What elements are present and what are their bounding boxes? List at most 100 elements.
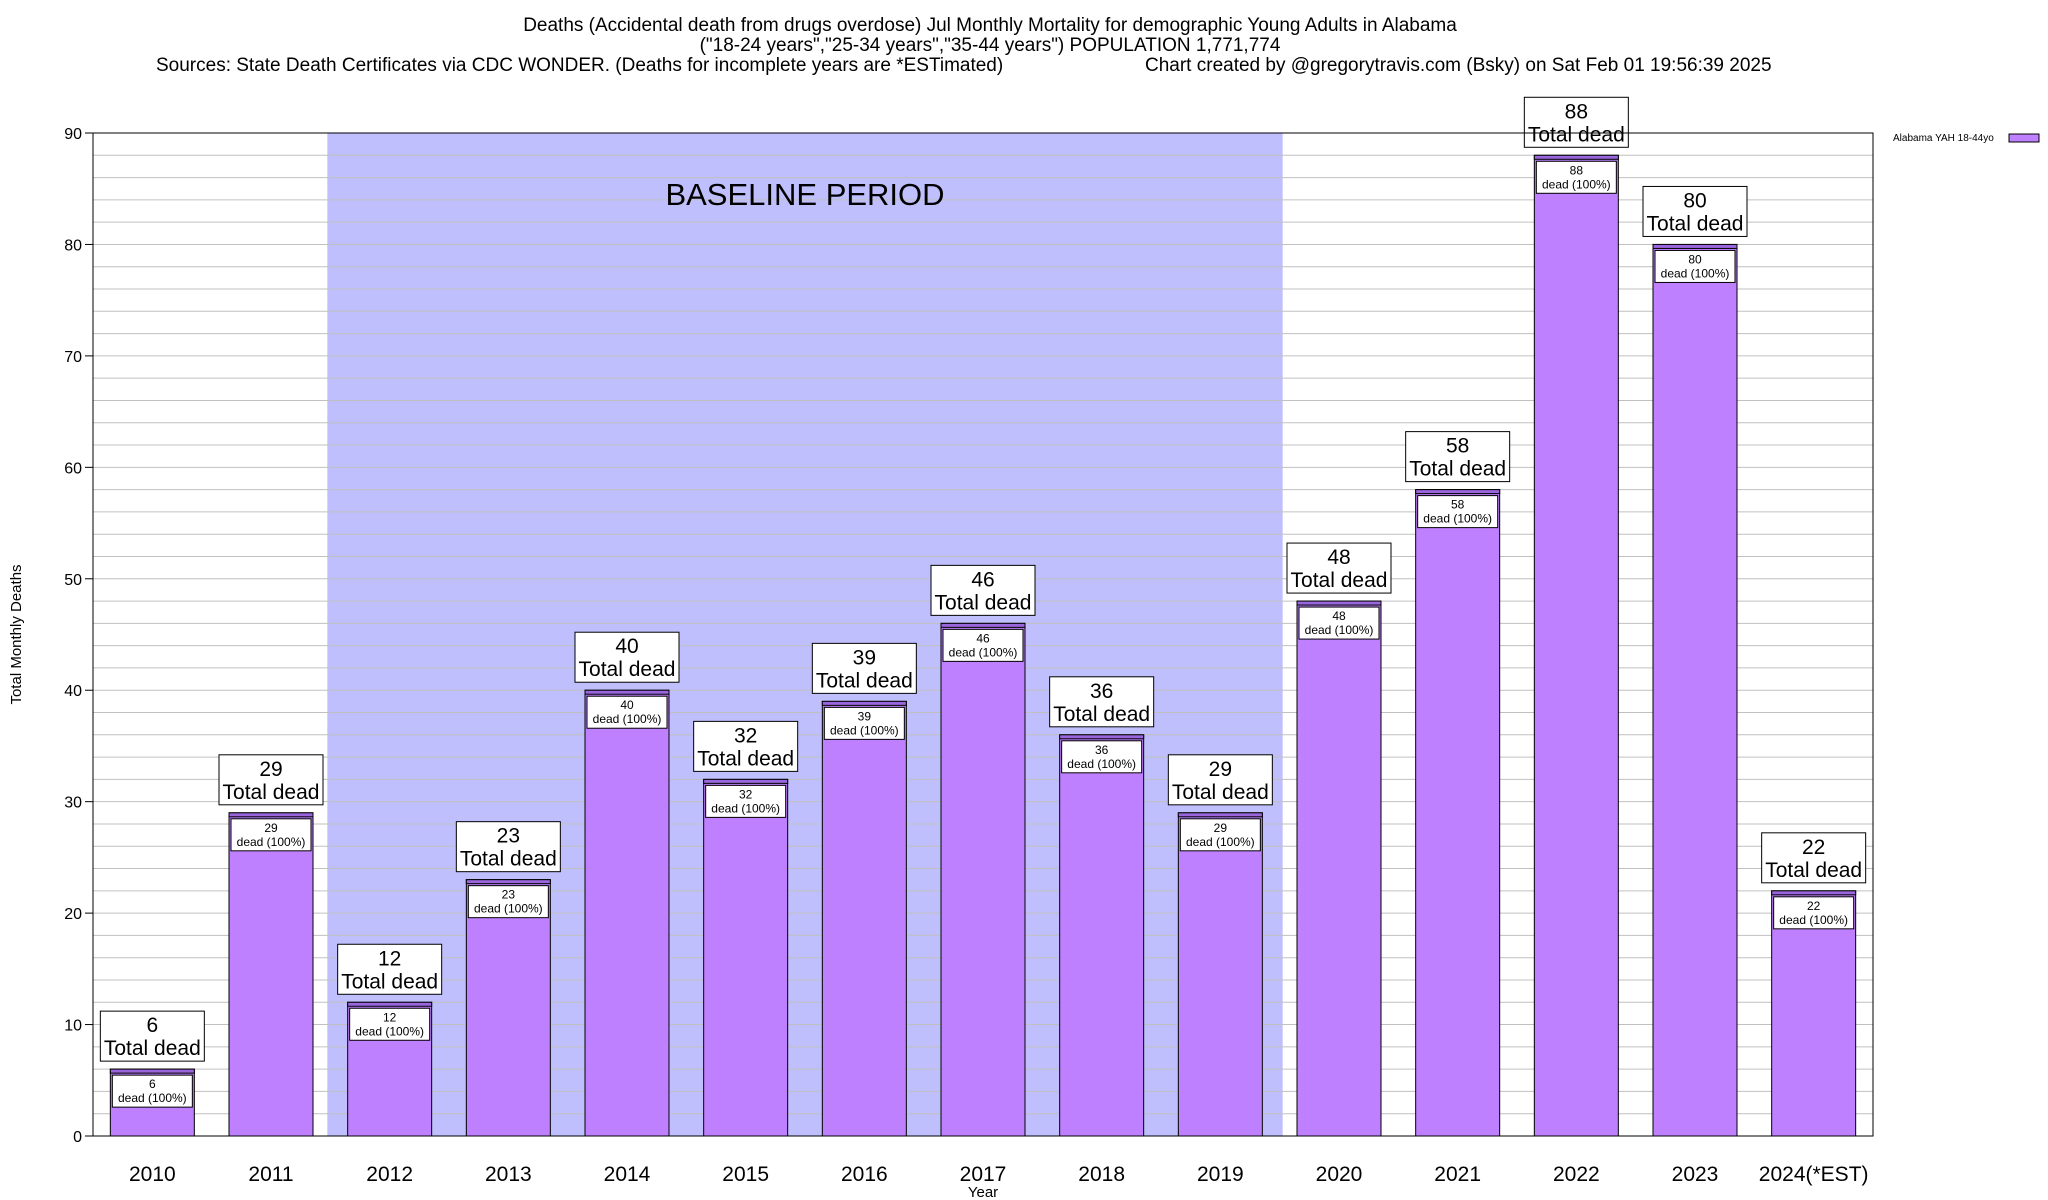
bar xyxy=(1652,243,1738,1137)
total-label-value: 36 xyxy=(1090,680,1113,703)
bar-top-segment xyxy=(1296,600,1382,606)
y-tick-label: 70 xyxy=(64,349,82,366)
total-label-box xyxy=(337,943,443,995)
x-tick-label: 2023 xyxy=(1672,1163,1719,1186)
bar-top-segment xyxy=(1652,243,1738,249)
bar-top-segment xyxy=(940,622,1026,628)
bar xyxy=(1177,812,1263,1137)
y-tick-label: 40 xyxy=(64,683,82,700)
inner-label-text: dead (100%) xyxy=(1779,913,1848,927)
total-label-box xyxy=(811,642,917,694)
chart-credit: Chart created by @gregorytravis.com (Bsk… xyxy=(1145,55,1772,76)
total-label-text: Total dead xyxy=(1409,458,1506,481)
total-label-box xyxy=(455,821,561,873)
x-tick-label: 2010 xyxy=(129,1163,176,1186)
inner-label-value: 32 xyxy=(739,787,753,801)
total-label-box xyxy=(1286,542,1392,594)
chart-sources: Sources: State Death Certificates via CD… xyxy=(156,55,1003,76)
total-label-text: Total dead xyxy=(1291,569,1388,592)
x-tick-label: 2021 xyxy=(1434,1163,1481,1186)
y-tick-label: 80 xyxy=(64,237,82,254)
total-label-text: Total dead xyxy=(1765,859,1862,882)
inner-label-value: 22 xyxy=(1807,899,1821,913)
total-label-text: Total dead xyxy=(223,781,320,804)
bar xyxy=(1059,734,1145,1137)
bar-top-segment xyxy=(1533,154,1619,160)
bar-top-segment xyxy=(465,879,551,885)
bar xyxy=(584,689,670,1137)
inner-label-text: dead (100%) xyxy=(593,712,662,726)
bar xyxy=(1415,489,1501,1137)
y-tick-label: 20 xyxy=(64,906,82,923)
chart-title: Deaths (Accidental death from drugs over… xyxy=(523,15,1457,36)
inner-label-value: 39 xyxy=(858,709,872,723)
x-tick-label: 2015 xyxy=(722,1163,769,1186)
inner-label-text: dead (100%) xyxy=(237,835,306,849)
total-label-value: 40 xyxy=(615,635,638,658)
total-label-value: 39 xyxy=(853,646,876,669)
plot-border xyxy=(92,132,1874,1137)
total-label-box xyxy=(218,754,324,806)
total-label-text: Total dead xyxy=(1647,212,1744,235)
y-tick-label: 90 xyxy=(64,126,82,143)
x-tick-label: 2019 xyxy=(1197,1163,1244,1186)
legend-swatch xyxy=(2008,133,2040,143)
baseline-period-label: BASELINE PERIOD xyxy=(665,177,944,212)
total-label-box xyxy=(1167,754,1273,806)
total-label-value: 22 xyxy=(1802,836,1825,859)
x-tick-label: 2018 xyxy=(1078,1163,1125,1186)
inner-label-box xyxy=(823,706,905,740)
bar xyxy=(1771,890,1857,1137)
total-label-box xyxy=(1405,431,1511,483)
inner-label-box xyxy=(1417,495,1499,529)
inner-label-value: 6 xyxy=(149,1077,156,1091)
total-label-value: 48 xyxy=(1327,546,1350,569)
inner-label-text: dead (100%) xyxy=(355,1024,424,1038)
inner-label-box xyxy=(1654,249,1736,283)
bar-top-segment xyxy=(109,1068,195,1074)
x-tick-label: 2017 xyxy=(960,1163,1007,1186)
bar-top-segment xyxy=(1059,734,1145,740)
inner-label-value: 23 xyxy=(502,888,516,902)
bar xyxy=(940,622,1026,1137)
total-label-box xyxy=(1642,185,1748,237)
x-tick-label: 2013 xyxy=(485,1163,532,1186)
inner-label-box xyxy=(586,695,668,729)
x-tick-label: 2022 xyxy=(1553,1163,1600,1186)
inner-label-value: 46 xyxy=(976,631,990,645)
legend-label: Alabama YAH 18-44yo xyxy=(1893,133,1994,144)
y-tick-label: 0 xyxy=(73,1129,82,1146)
bar xyxy=(465,879,551,1137)
total-label-box xyxy=(930,564,1036,616)
inner-label-text: dead (100%) xyxy=(474,902,543,916)
x-tick-label: 2014 xyxy=(604,1163,651,1186)
total-label-value: 58 xyxy=(1446,435,1469,458)
total-label-value: 29 xyxy=(259,758,282,781)
inner-label-box xyxy=(111,1074,193,1108)
total-label-text: Total dead xyxy=(697,747,794,770)
total-label-value: 32 xyxy=(734,724,757,747)
inner-label-value: 36 xyxy=(1095,743,1109,757)
inner-label-value: 40 xyxy=(620,698,634,712)
inner-label-box xyxy=(1535,160,1617,194)
x-tick-label: 2024(*EST) xyxy=(1759,1163,1869,1186)
inner-label-text: dead (100%) xyxy=(1661,266,1730,280)
y-tick-label: 60 xyxy=(64,460,82,477)
total-label-text: Total dead xyxy=(935,591,1032,614)
total-label-value: 29 xyxy=(1209,758,1232,781)
inner-label-value: 12 xyxy=(383,1010,397,1024)
inner-label-value: 29 xyxy=(1214,821,1228,835)
inner-label-box xyxy=(349,1007,431,1041)
total-label-box xyxy=(99,1010,205,1062)
x-tick-label: 2020 xyxy=(1316,1163,1363,1186)
total-label-value: 88 xyxy=(1565,100,1588,123)
inner-label-value: 58 xyxy=(1451,498,1465,512)
bar xyxy=(821,700,907,1137)
